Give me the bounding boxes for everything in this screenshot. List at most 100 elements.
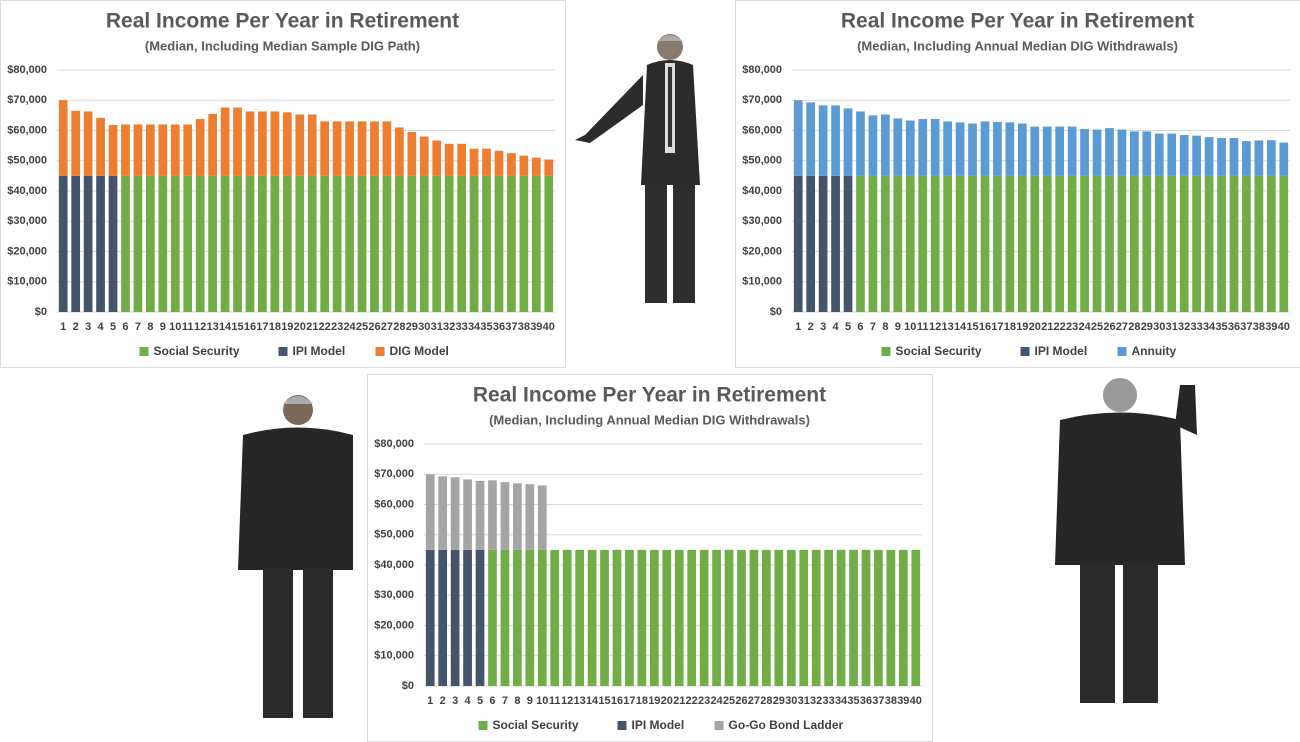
- bar-segment: [450, 549, 460, 686]
- x-tick-label: 38: [518, 321, 530, 333]
- bar-segment: [295, 175, 305, 312]
- legend-label: IPI Model: [293, 344, 346, 358]
- bar-segment: [544, 159, 554, 176]
- bar-segment: [868, 115, 878, 176]
- bar-segment: [911, 549, 921, 686]
- x-tick-label: 4: [833, 321, 840, 333]
- bar-segment: [1130, 175, 1139, 312]
- x-tick-label: 31: [431, 321, 443, 333]
- x-tick-label: 40: [543, 321, 555, 333]
- bar-segment: [1005, 175, 1015, 312]
- bar-segment: [407, 175, 417, 312]
- bar-segment: [1179, 135, 1189, 176]
- bar-segment: [849, 549, 858, 686]
- bar-segment: [1229, 175, 1239, 312]
- x-tick-label: 5: [110, 321, 116, 333]
- bar-segment: [600, 549, 609, 686]
- bar-segment: [1105, 128, 1114, 176]
- bar-segment: [258, 175, 267, 312]
- bar-segment: [282, 175, 292, 312]
- bar-segment: [345, 175, 354, 312]
- bar-segment: [649, 549, 659, 686]
- bar-segment: [774, 549, 784, 686]
- bar-segment: [1167, 175, 1177, 312]
- bar-segment: [1055, 175, 1065, 312]
- bar-segment: [1167, 133, 1177, 176]
- x-tick-label: 30: [418, 321, 430, 333]
- bar-segment: [463, 549, 472, 686]
- x-tick-label: 21: [306, 321, 318, 333]
- bar-segment: [108, 125, 118, 176]
- bar-segment: [537, 549, 547, 686]
- x-tick-label: 14: [954, 321, 967, 333]
- chart-subtitle: (Median, Including Annual Median DIG Wit…: [489, 412, 810, 427]
- bar-segment: [320, 121, 330, 176]
- bar-segment: [307, 175, 317, 312]
- x-tick-label: 4: [98, 321, 105, 333]
- y-tick-label: $70,000: [7, 94, 47, 106]
- y-tick-label: $20,000: [7, 245, 47, 257]
- x-tick-label: 34: [1203, 321, 1216, 333]
- x-tick-label: 3: [85, 321, 91, 333]
- bar-segment: [370, 121, 379, 176]
- bar-segment: [662, 549, 672, 686]
- y-tick-label: $80,000: [742, 64, 782, 76]
- legend-swatch: [617, 721, 627, 730]
- x-tick-label: 13: [942, 321, 954, 333]
- bar-segment: [930, 175, 940, 312]
- x-tick-label: 27: [1116, 321, 1128, 333]
- bar-segment: [463, 479, 472, 550]
- x-tick-label: 9: [160, 321, 166, 333]
- bar-segment: [575, 549, 584, 686]
- bar-segment: [1067, 126, 1077, 176]
- bar-segment: [357, 175, 367, 312]
- bar-segment: [494, 175, 504, 312]
- y-tick-label: $10,000: [374, 650, 414, 662]
- legend-swatch: [1020, 347, 1030, 356]
- bar-segment: [918, 175, 928, 312]
- y-tick-label: $40,000: [374, 559, 414, 571]
- bar-segment: [195, 119, 205, 176]
- x-tick-label: 37: [872, 695, 884, 707]
- y-tick-label: $40,000: [7, 185, 47, 197]
- x-tick-label: 25: [1091, 321, 1103, 333]
- bar-segment: [146, 175, 155, 312]
- bar-segment: [893, 175, 903, 312]
- bar-segment: [58, 100, 68, 176]
- x-tick-label: 39: [897, 695, 909, 707]
- x-tick-label: 2: [73, 321, 79, 333]
- bar-segment: [158, 124, 168, 176]
- x-tick-label: 20: [294, 321, 306, 333]
- x-tick-label: 39: [1265, 321, 1277, 333]
- bar-segment: [525, 549, 535, 686]
- bar-segment: [898, 549, 908, 686]
- bar-segment: [170, 175, 180, 312]
- chart: Real Income Per Year in Retirement (Media…: [0, 0, 566, 368]
- chart-title: Real Income Per Year in Retirement: [106, 10, 459, 33]
- bar-segment: [96, 175, 105, 312]
- x-tick-label: 8: [882, 321, 888, 333]
- bar-segment: [737, 549, 746, 686]
- bar-segment: [793, 100, 803, 176]
- y-tick-label: $50,000: [742, 155, 782, 167]
- x-tick-label: 16: [979, 321, 991, 333]
- bar-segment: [170, 124, 180, 176]
- bar-segment: [282, 112, 292, 176]
- bar-segment: [233, 107, 242, 176]
- chart-subtitle: (Median, Including Median Sample DIG Pat…: [145, 38, 420, 53]
- x-tick-label: 11: [182, 321, 194, 333]
- bar-segment: [531, 175, 541, 312]
- x-tick-label: 36: [860, 695, 872, 707]
- bar-segment: [475, 480, 485, 550]
- x-tick-label: 30: [1153, 321, 1165, 333]
- x-tick-label: 9: [527, 695, 533, 707]
- x-tick-label: 10: [536, 695, 548, 707]
- bar-segment: [1030, 126, 1040, 176]
- person-photo: [575, 34, 700, 303]
- x-tick-label: 18: [1004, 321, 1016, 333]
- y-tick-label: $30,000: [742, 215, 782, 227]
- bar-segment: [320, 175, 330, 312]
- x-tick-label: 7: [135, 321, 141, 333]
- y-tick-label: $30,000: [7, 215, 47, 227]
- legend-swatch: [1117, 347, 1127, 356]
